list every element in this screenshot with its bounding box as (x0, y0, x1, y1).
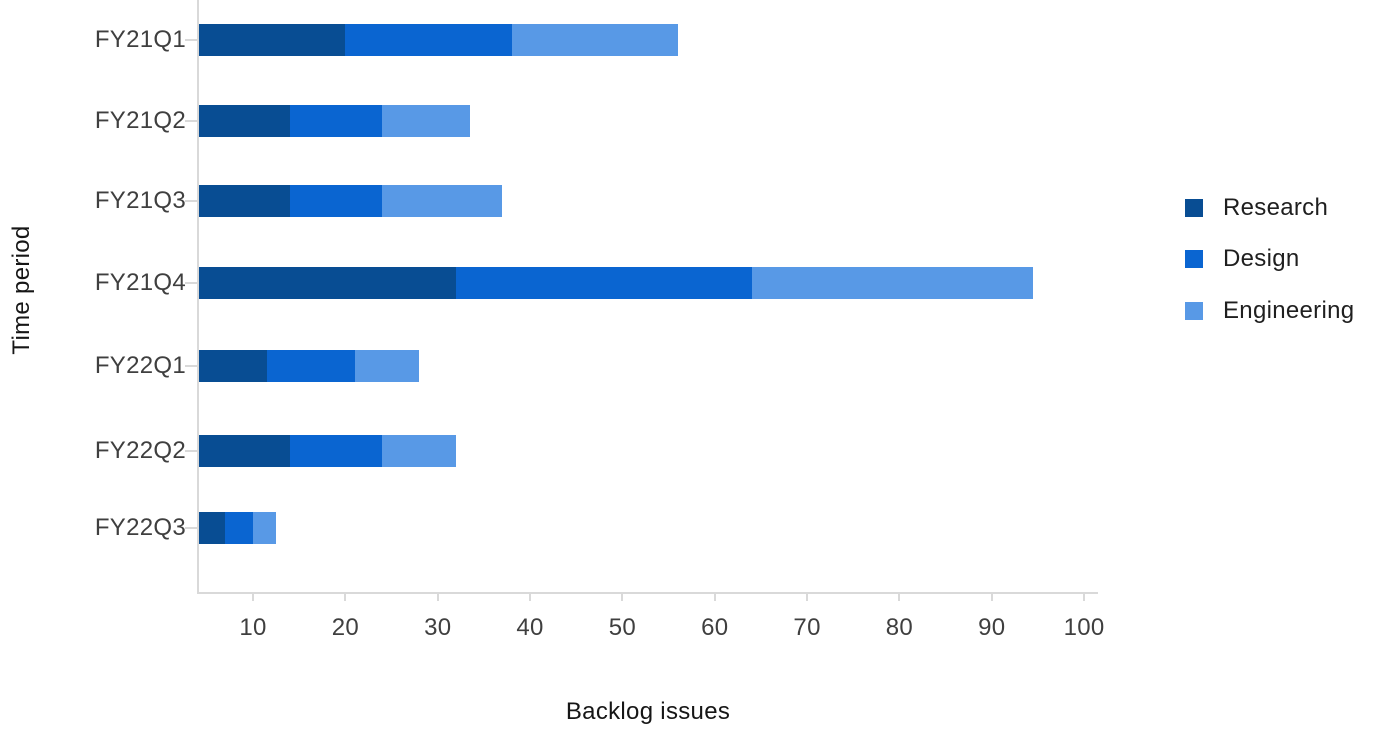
x-axis-tick (990, 594, 993, 601)
x-axis-tick (806, 594, 809, 601)
bar-segment[interactable] (382, 435, 457, 467)
x-axis-tick-label: 90 (978, 614, 1006, 641)
bar-segment[interactable] (289, 105, 383, 137)
y-axis-tick (185, 527, 198, 529)
bar-segment[interactable] (199, 435, 290, 467)
y-axis-tick (185, 282, 198, 284)
legend-swatch-icon (1185, 250, 1203, 268)
bar-segment[interactable] (225, 512, 254, 544)
legend-item-engineering[interactable]: Engineering (1185, 298, 1354, 324)
x-axis-tick-label: 60 (701, 614, 729, 641)
legend-swatch-icon (1185, 302, 1203, 320)
x-axis-tick-label: 40 (516, 614, 544, 641)
x-axis-tick (713, 594, 716, 601)
y-axis-tick (185, 365, 198, 367)
bar-segment[interactable] (289, 435, 383, 467)
x-axis-tick-label: 70 (793, 614, 821, 641)
bar-segment[interactable] (199, 350, 267, 382)
y-axis-category-label: FY21Q3 (94, 187, 186, 214)
bar-segment[interactable] (199, 267, 457, 299)
x-axis-tick (621, 594, 624, 601)
x-axis-tick (529, 594, 532, 601)
legend-item-design[interactable]: Design (1185, 246, 1300, 272)
bar-segment[interactable] (345, 24, 512, 56)
y-axis-tick (185, 39, 198, 41)
y-axis-tick (185, 120, 198, 122)
bar-segment[interactable] (266, 350, 355, 382)
bar-segment[interactable] (382, 185, 503, 217)
bar-segment[interactable] (382, 105, 471, 137)
y-axis-title: Time period (8, 225, 35, 355)
x-axis-tick-label: 80 (885, 614, 914, 641)
bar-segment[interactable] (199, 105, 290, 137)
x-axis-tick (898, 594, 901, 601)
x-axis-tick (436, 594, 439, 601)
bar-segment[interactable] (511, 24, 678, 56)
x-axis-title: Backlog issues (565, 698, 731, 725)
bar-segment[interactable] (199, 24, 346, 56)
y-axis-line (197, 0, 199, 594)
y-axis-tick (185, 200, 198, 202)
x-axis-tick-label: 20 (331, 614, 360, 641)
bar-segment[interactable] (199, 185, 290, 217)
y-axis-category-label: FY21Q1 (94, 26, 186, 53)
bar-segment[interactable] (751, 267, 1034, 299)
y-axis-category-label: FY21Q4 (94, 269, 186, 296)
bar-segment[interactable] (456, 267, 752, 299)
bar-segment[interactable] (253, 512, 277, 544)
y-axis-category-label: FY22Q3 (94, 514, 186, 541)
x-axis-tick (1083, 594, 1086, 601)
y-axis-tick (185, 450, 198, 452)
y-axis-category-label: FY22Q2 (94, 437, 186, 464)
x-axis-tick-label: 50 (608, 614, 637, 641)
x-axis-tick-label: 10 (239, 614, 267, 641)
bar-segment[interactable] (289, 185, 383, 217)
x-axis-tick (344, 594, 347, 601)
legend-label: Research (1223, 194, 1329, 221)
bar-segment[interactable] (354, 350, 420, 382)
y-axis-category-label: FY22Q1 (94, 352, 186, 379)
legend-label: Design (1223, 245, 1300, 272)
x-axis-tick-label: 100 (1063, 614, 1105, 641)
legend-swatch-icon (1185, 199, 1203, 217)
x-axis-line (197, 592, 1098, 594)
legend-label: Engineering (1223, 297, 1355, 324)
x-axis-tick-label: 30 (424, 614, 452, 641)
bar-segment[interactable] (199, 512, 226, 544)
legend-item-research[interactable]: Research (1185, 195, 1328, 221)
y-axis-category-label: FY21Q2 (94, 107, 186, 134)
x-axis-tick (252, 594, 255, 601)
